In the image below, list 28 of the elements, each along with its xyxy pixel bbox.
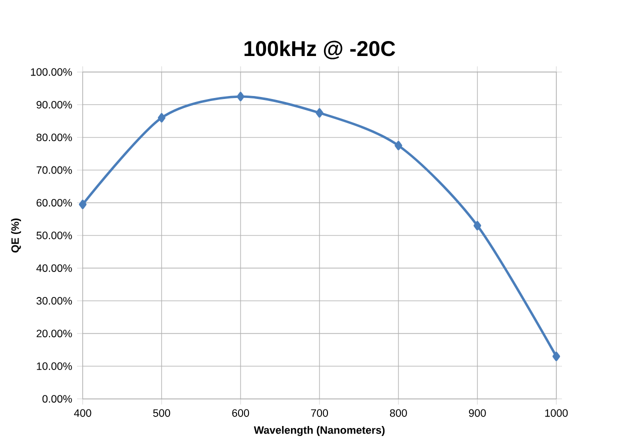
y-tick-label: 60.00% <box>36 199 72 207</box>
point <box>316 108 324 118</box>
x-tick-label: 700 <box>311 410 328 418</box>
y-tick-label: 40.00% <box>36 264 72 272</box>
point <box>78 200 87 210</box>
y-tick-label: 50.00% <box>36 232 72 240</box>
x-tick-label: 900 <box>468 410 486 418</box>
y-tick-label: 70.00% <box>36 166 72 174</box>
y-axis-title: QE (%) <box>11 218 22 253</box>
x-tick-label: 600 <box>232 410 250 418</box>
x-axis-title: Wavelength (Nanometers) <box>254 426 385 436</box>
y-tick-label: 100.00% <box>30 68 72 76</box>
y-tick-label: 90.00% <box>36 101 72 109</box>
point <box>552 352 560 362</box>
point <box>236 92 244 102</box>
y-tick-label: 30.00% <box>36 297 72 305</box>
y-tick-label: 10.00% <box>36 362 72 370</box>
x-tick-label: 1000 <box>545 410 568 418</box>
x-tick-label: 400 <box>74 410 92 418</box>
point <box>474 221 482 231</box>
y-tick-label: 0.00% <box>42 395 72 403</box>
y-tick-label: 80.00% <box>36 134 72 142</box>
y-tick-label: 20.00% <box>36 330 72 338</box>
x-tick-label: 800 <box>390 410 407 418</box>
chart-title: 100kHz @ -20C <box>244 40 396 60</box>
x-tick-label: 500 <box>153 410 170 418</box>
point <box>394 141 402 150</box>
point <box>158 113 166 123</box>
